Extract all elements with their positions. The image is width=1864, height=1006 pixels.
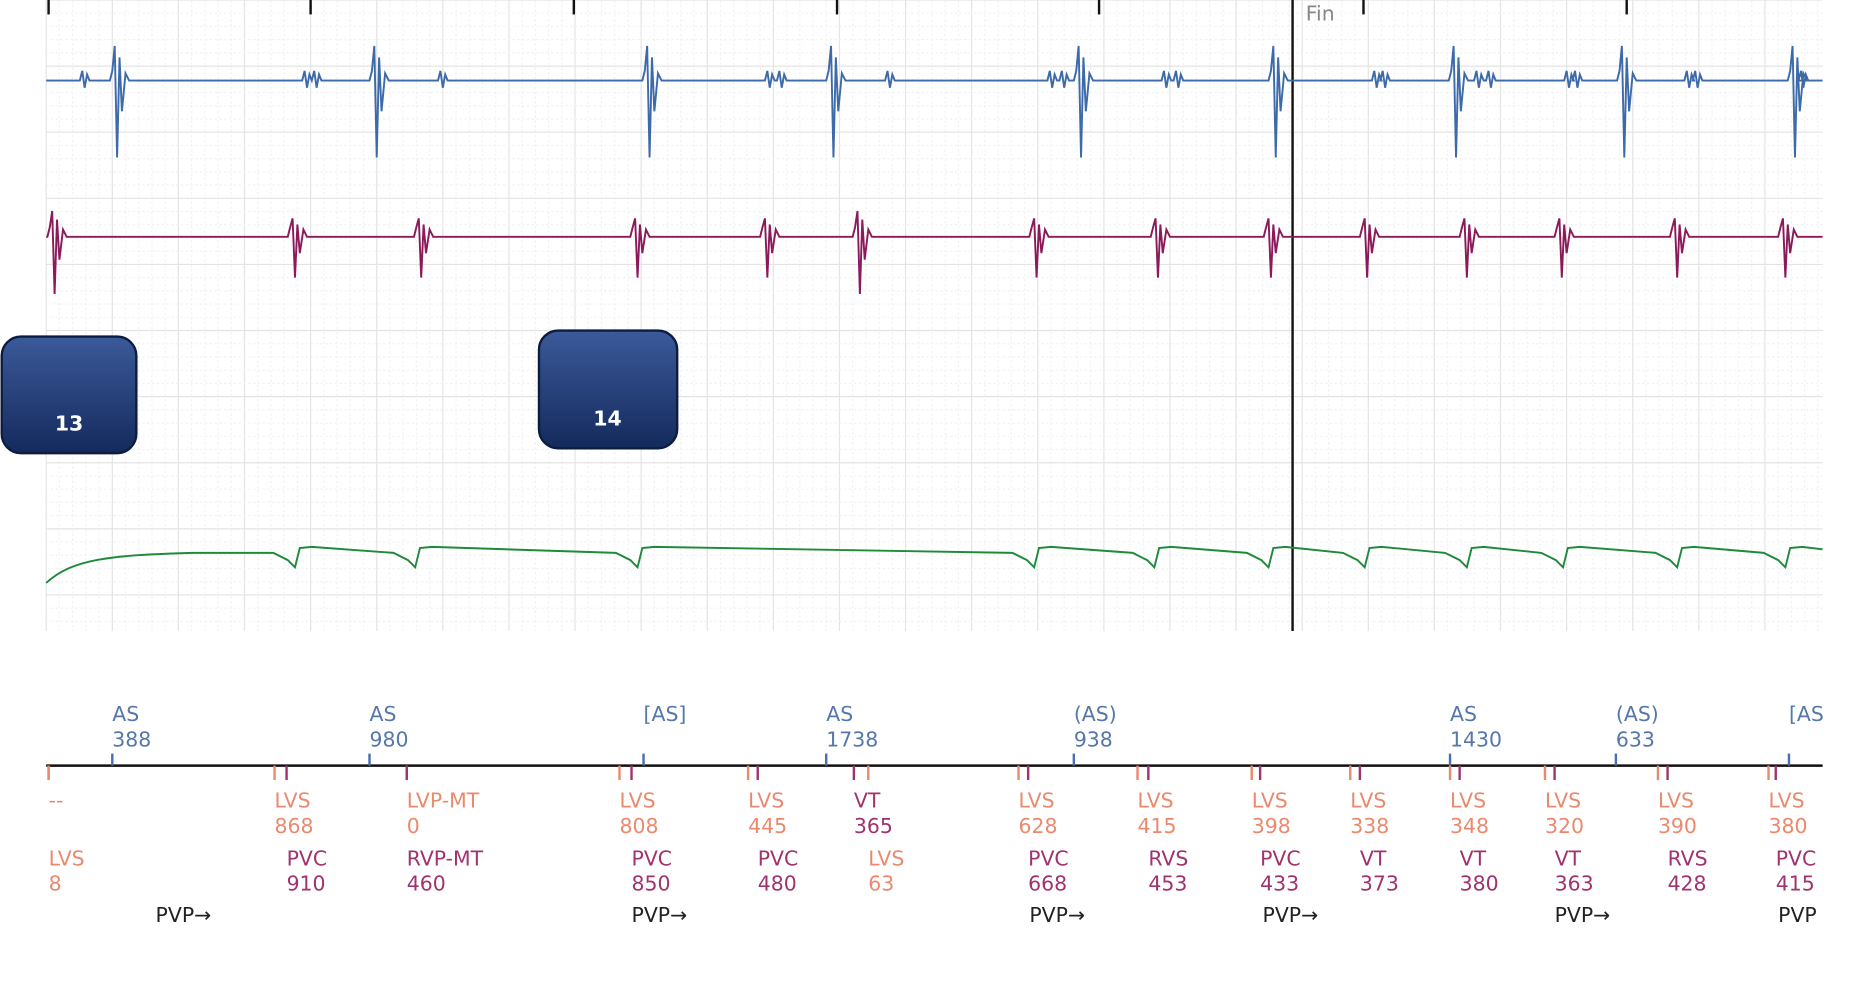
atrial-interval: 1430 — [1450, 727, 1502, 751]
ventricular-interval: 363 — [1555, 872, 1594, 896]
ventricular-label: LVS — [1350, 789, 1386, 813]
ventricular-interval: 808 — [620, 814, 659, 838]
atrial-label: (AS) — [1074, 702, 1117, 726]
ventricular-label: PVC — [758, 846, 799, 870]
ventricular-interval: 380 — [1460, 872, 1499, 896]
ventricular-label: VT — [1555, 846, 1582, 870]
grid — [45, 0, 1823, 632]
badge-number: 13 — [55, 411, 83, 435]
ventricular-label: LVP-MT — [407, 789, 480, 813]
ventricular-interval: 445 — [748, 814, 787, 838]
ventricular-interval: 628 — [1019, 814, 1058, 838]
ventricular-label: RVS — [1148, 846, 1188, 870]
ventricular-interval: 373 — [1360, 872, 1399, 896]
ventricular-interval: 320 — [1545, 814, 1584, 838]
ventricular-label: -- — [49, 789, 64, 813]
ventricular-interval: 428 — [1668, 872, 1707, 896]
ventricular-label: LVS — [868, 846, 904, 870]
ventricular-label: PVC — [287, 846, 328, 870]
ventricular-label: VT — [854, 789, 881, 813]
ventricular-interval: 480 — [758, 872, 797, 896]
pvp-label: PVP→ — [1555, 903, 1611, 927]
fin-label: Fin — [1306, 1, 1335, 25]
atrial-label: AS — [370, 702, 397, 726]
atrial-label: AS — [112, 702, 139, 726]
egm-trace — [46, 210, 1823, 295]
ventricular-label: LVS — [1658, 789, 1694, 813]
ventricular-label: RVP-MT — [407, 846, 484, 870]
ventricular-interval: 365 — [854, 814, 893, 838]
pvp-label: PVP→ — [156, 903, 212, 927]
ventricular-label: LVS — [1252, 789, 1288, 813]
ventricular-interval: 380 — [1769, 814, 1808, 838]
ventricular-interval: 348 — [1450, 814, 1489, 838]
ventricular-label: LVS — [1019, 789, 1055, 813]
ventricular-label: PVC — [632, 846, 673, 870]
atrial-interval: 1738 — [826, 727, 878, 751]
pvp-label: PVP→ — [1263, 903, 1319, 927]
ventricular-interval: 868 — [275, 814, 314, 838]
badge: 13 — [0, 335, 138, 455]
atrial-interval: 980 — [370, 727, 409, 751]
waveforms — [45, 45, 1823, 584]
egm-trace — [46, 45, 1823, 158]
ventricular-label: LVS — [1545, 789, 1581, 813]
badge: 14 — [537, 329, 679, 450]
atrial-label: (AS) — [1616, 702, 1659, 726]
ventricular-label: LVS — [620, 789, 656, 813]
ventricular-label: PVC — [1028, 846, 1069, 870]
ventricular-label: LVS — [275, 789, 311, 813]
atrial-label: [AS] — [644, 702, 687, 726]
ventricular-interval: 338 — [1350, 814, 1389, 838]
atrial-label: AS — [826, 702, 853, 726]
ventricular-interval: 390 — [1658, 814, 1697, 838]
ventricular-label: LVS — [1450, 789, 1486, 813]
ventricular-label: LVS — [1138, 789, 1174, 813]
ventricular-label: LVS — [748, 789, 784, 813]
ventricular-label: RVS — [1668, 846, 1708, 870]
atrial-interval: 938 — [1074, 727, 1113, 751]
ventricular-interval: 668 — [1028, 872, 1067, 896]
ventricular-label: LVS — [49, 846, 85, 870]
pvp-label: PVP→ — [1029, 903, 1085, 927]
atrial-interval: 388 — [112, 727, 151, 751]
atrial-label: AS — [1450, 702, 1477, 726]
ventricular-interval: 850 — [632, 872, 671, 896]
ventricular-interval: 8 — [49, 872, 62, 896]
ventricular-interval: 415 — [1138, 814, 1177, 838]
ventricular-label: VT — [1360, 846, 1387, 870]
ventricular-interval: 415 — [1776, 872, 1815, 896]
pvp-label: PVP→ — [632, 903, 688, 927]
badge-number: 14 — [593, 406, 621, 430]
pvp-label: PVP — [1778, 903, 1817, 927]
ventricular-interval: 460 — [407, 872, 446, 896]
ventricular-interval: 433 — [1260, 872, 1299, 896]
ventricular-interval: 63 — [868, 872, 894, 896]
atrial-interval: 633 — [1616, 727, 1655, 751]
ventricular-interval: 910 — [287, 872, 326, 896]
ventricular-interval: 398 — [1252, 814, 1291, 838]
ventricular-interval: 453 — [1148, 872, 1187, 896]
atrial-label: [AS — [1789, 702, 1824, 726]
ventricular-label: PVC — [1260, 846, 1301, 870]
ventricular-label: PVC — [1776, 846, 1817, 870]
ventricular-label: LVS — [1769, 789, 1805, 813]
ventricular-label: VT — [1460, 846, 1487, 870]
ventricular-interval: 0 — [407, 814, 420, 838]
pressure-trace — [45, 545, 1823, 584]
